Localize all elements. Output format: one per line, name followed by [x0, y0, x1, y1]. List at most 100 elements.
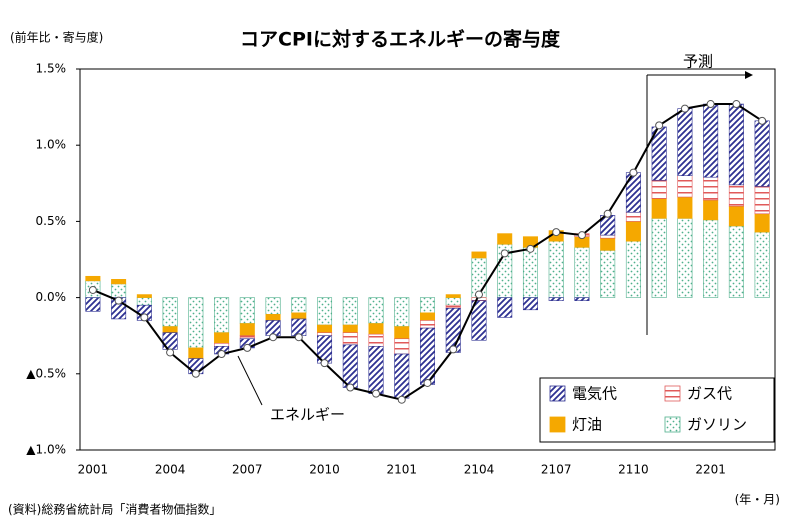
line-marker — [706, 100, 715, 109]
bar-segment — [419, 320, 436, 329]
line-marker — [269, 333, 278, 342]
bar-segment — [471, 251, 487, 259]
y-tick-label: 0.5% — [36, 214, 67, 228]
line-marker — [474, 290, 483, 299]
forecast-label: 予測 — [683, 53, 713, 71]
bar-segment — [342, 332, 358, 346]
bar-segment — [625, 221, 641, 242]
bar-segment — [728, 205, 744, 227]
legend-swatch — [549, 416, 566, 433]
line-marker — [603, 209, 612, 218]
line-marker — [629, 168, 638, 177]
legend-label: 電気代 — [572, 385, 617, 403]
forecast-bracket — [646, 71, 753, 335]
bar-segment — [368, 297, 384, 324]
bar-segment — [677, 175, 693, 198]
bar-segment — [625, 172, 641, 213]
line-marker — [449, 345, 458, 354]
line-marker — [243, 343, 252, 352]
bar-segment — [471, 300, 487, 341]
bar-segment — [291, 312, 307, 320]
line-marker — [166, 348, 175, 357]
y-tick-label: ▲1.0% — [26, 443, 66, 457]
bar-segment — [317, 324, 333, 333]
chart-title: コアCPIに対するエネルギーの寄与度 — [240, 28, 561, 51]
bar-segment — [548, 240, 564, 298]
bar-segment — [85, 275, 101, 282]
bar-segment — [394, 297, 410, 327]
bar-segment — [625, 240, 641, 298]
line-pointer — [237, 355, 263, 406]
line-marker — [217, 349, 226, 358]
line-marker — [88, 285, 97, 294]
bar-segment — [239, 323, 255, 336]
line-marker — [552, 228, 561, 237]
x-tick-label: 2201 — [695, 463, 726, 477]
bar-segment — [677, 218, 693, 298]
legend-box — [539, 377, 775, 443]
bar-segment — [548, 297, 564, 301]
bar-segment — [651, 179, 667, 199]
bar-segment — [111, 283, 127, 298]
legend-label: 灯油 — [572, 416, 602, 434]
bar-segment — [574, 297, 590, 301]
bar-segment — [574, 247, 590, 298]
bar-segment — [136, 294, 152, 298]
legend-label: ガス代 — [687, 385, 732, 403]
bar-segment — [728, 103, 744, 186]
line-marker — [191, 369, 200, 378]
bar-segment — [754, 186, 770, 215]
bar-segment — [419, 297, 436, 314]
x-tick-label: 2101 — [386, 463, 417, 477]
legend-label: ガソリン — [687, 416, 747, 434]
y-tick-label: 1.0% — [36, 138, 67, 152]
y-tick-label: 1.5% — [36, 62, 67, 76]
bar-segment — [728, 184, 744, 207]
x-tick-label: 2107 — [541, 463, 572, 477]
bar-segment — [188, 297, 204, 349]
x-tick-label: 2010 — [309, 463, 340, 477]
bar-segment — [497, 233, 513, 245]
bar-segment — [111, 279, 127, 285]
bar-segment — [394, 326, 410, 340]
bar-segment — [703, 219, 719, 298]
bar-segment — [214, 343, 230, 347]
bar-segment — [265, 297, 281, 315]
bar-segment — [342, 344, 358, 388]
bar-segment — [291, 297, 307, 314]
line-marker — [758, 116, 767, 125]
bar-segment — [214, 297, 230, 333]
bar-segment — [214, 332, 230, 344]
legend-swatch — [549, 385, 566, 402]
line-label: エネルギー — [270, 406, 345, 424]
bar-segment — [445, 297, 461, 306]
bar-segment — [342, 324, 358, 333]
bar-segment — [368, 346, 384, 394]
bar-segment — [754, 231, 770, 298]
y-tick-label: 0.0% — [36, 290, 67, 304]
bar-segment — [703, 103, 719, 178]
line-marker — [500, 249, 509, 258]
bar-segment — [239, 335, 255, 340]
bar-segment — [85, 297, 101, 312]
line-marker — [526, 244, 535, 253]
line-marker — [372, 389, 381, 398]
legend-swatch — [664, 385, 681, 402]
bar-segment — [703, 199, 719, 221]
bar-segment — [162, 297, 178, 327]
bar-segment — [291, 318, 307, 337]
bar-segment — [265, 314, 281, 321]
source-note: (資料)総務省統計局「消費者物価指数」 — [8, 502, 221, 517]
line-marker — [680, 104, 689, 113]
bar-segment — [600, 237, 616, 251]
bar-segment — [239, 297, 255, 324]
bar-segment — [368, 333, 384, 347]
bar-segment — [497, 297, 513, 318]
bar-segment — [677, 108, 693, 176]
bar-segment — [754, 213, 770, 233]
plot-frame — [79, 68, 776, 451]
bar-segment — [445, 304, 461, 309]
x-tick-label: 2104 — [464, 463, 495, 477]
bar-segment — [651, 198, 667, 219]
line-marker — [294, 333, 303, 342]
